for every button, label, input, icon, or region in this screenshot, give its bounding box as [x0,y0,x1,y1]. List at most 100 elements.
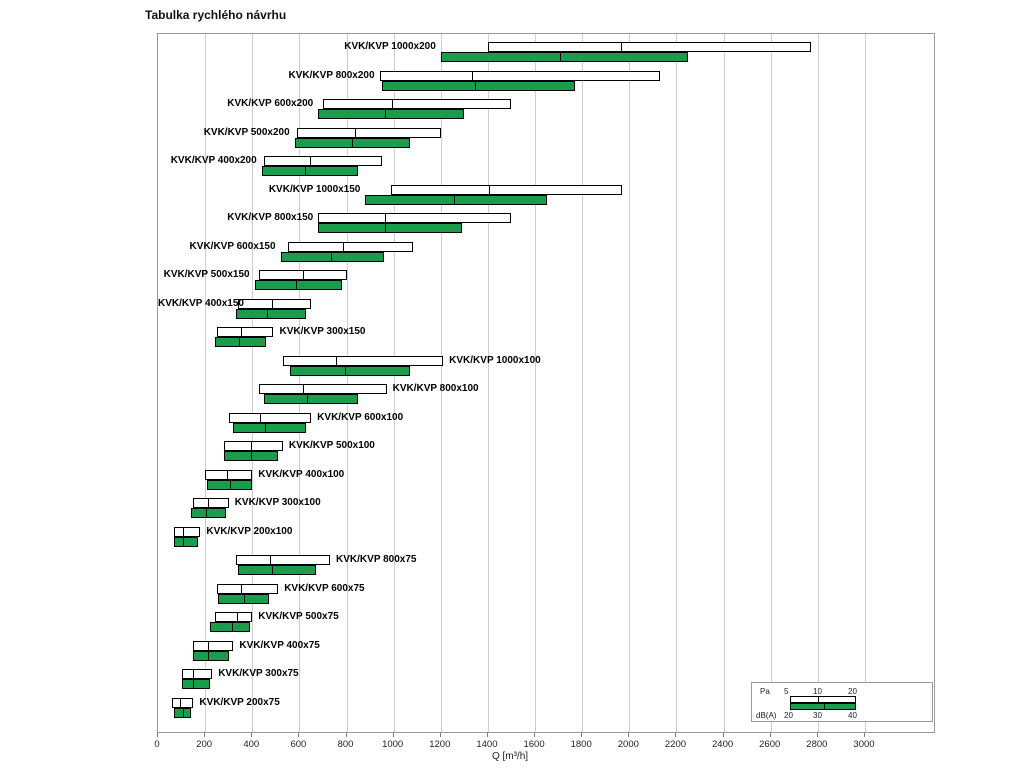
mid-tick [488,185,490,194]
axis-tick-label: 2200 [664,739,687,750]
axis-tick-label: 200 [196,739,213,750]
mid-tick [208,499,210,507]
gridline [205,34,207,732]
legend: Pa 5 10 20 dB(A) 20 30 40 [751,682,933,722]
axis-tick [204,733,206,737]
row-label: KVK/KVP 500x75 [258,611,339,622]
mid-tick [208,641,210,650]
mid-tick [272,566,274,574]
row-label: KVK/KVP 800x100 [392,383,479,394]
pressure-bar [228,412,312,423]
row-label: KVK/KVP 400x100 [258,468,345,480]
pressure-bar [216,583,279,594]
axis-tick-label: 1000 [382,739,404,750]
row-label: KVK/KVP 1000x200 [344,41,436,52]
mid-tick [309,157,311,165]
mid-tick [305,167,307,175]
mid-tick [241,328,243,336]
mid-tick [385,214,387,222]
mid-tick [236,613,238,621]
noise-bar [207,479,253,490]
row-label: KVK/KVP 800x150 [227,212,314,223]
row-label: KVK/KVP 400x200 [170,155,257,166]
mid-tick [354,128,356,137]
pressure-bar [259,270,347,280]
noise-bar [318,109,465,119]
mid-tick [342,242,344,251]
mid-tick [385,110,387,118]
axis-tick [769,733,771,737]
row-label: KVK/KVP 1000x100 [449,354,541,366]
mid-tick [331,252,333,261]
mid-tick [335,356,337,365]
mid-tick [208,651,210,660]
mid-tick [182,708,184,717]
pressure-bar [297,127,441,138]
legend-noise-bar [790,703,856,710]
axis-tick-label: 2800 [806,739,828,750]
mid-tick [474,81,476,90]
pressure-bar [193,640,234,651]
mid-tick [295,281,297,289]
legend-pa-tick-20: 20 [848,687,857,696]
pressure-bar [264,156,382,166]
pressure-bar [238,298,312,309]
gridline [723,34,725,732]
noise-bar [214,337,267,347]
pressure-bar [223,441,283,451]
gridline [817,34,819,732]
mid-tick [307,395,309,403]
pressure-bar [391,184,623,195]
noise-bar [190,508,227,518]
legend-dba-tick-30: 30 [813,711,822,720]
row-label: KVK/KVP 1000x150 [268,183,361,195]
noise-bar [381,80,576,91]
plot-area: KVK/KVP 1000x200 KVK/KVP 800x200 KVK/KVP 6… [157,33,935,733]
mid-tick [180,698,182,707]
gridline [629,34,631,732]
mid-tick [272,299,274,308]
row-label: KVK/KVP 200x100 [206,525,293,537]
noise-bar [174,707,191,718]
mid-tick [229,480,231,489]
mid-tick [227,470,229,479]
mid-tick [243,594,245,603]
pressure-bar [318,213,512,223]
row-label: KVK/KVP 600x100 [317,411,404,423]
legend-dba-tick-20: 20 [784,711,793,720]
mid-tick [182,527,184,536]
legend-pa-tick-5: 5 [784,687,789,696]
legend-dba-label: dB(A) [756,711,777,720]
row-label: KVK/KVP 800x75 [336,554,417,565]
axis-tick [298,733,300,737]
gridline [252,34,254,732]
mid-tick [260,413,262,422]
pressure-bar [181,669,213,679]
chart-title: Tabulka rychlého návrhu [145,8,287,22]
gridline [487,34,489,732]
axis-tick [581,733,583,737]
pressure-bar [214,612,253,622]
row-label: KVK/KVP 800x200 [288,69,375,81]
gridline [582,34,584,732]
pressure-bar [379,70,660,81]
legend-mid-tick [824,704,825,709]
noise-bar [365,194,547,205]
pressure-bar [205,469,253,480]
gridline [346,34,348,732]
mid-tick [250,442,252,450]
noise-bar [254,280,342,290]
pressure-bar [322,99,512,109]
axis-tick-label: 400 [243,739,260,750]
mid-tick [620,43,622,51]
noise-bar [238,565,316,575]
legend-pressure-bar [790,696,856,703]
mid-tick [269,556,271,564]
row-label: KVK/KVP 600x150 [189,240,276,252]
gridline [770,34,772,732]
mid-tick [241,584,243,593]
axis-tick [864,733,865,737]
axis-tick [628,733,630,737]
axis-tick [486,733,488,737]
